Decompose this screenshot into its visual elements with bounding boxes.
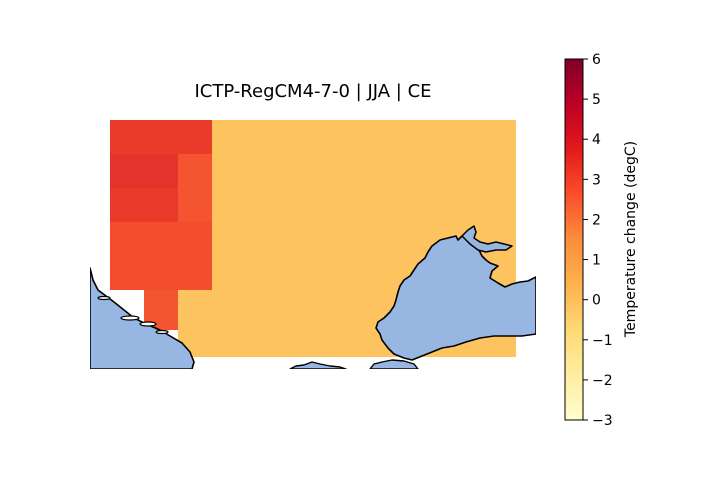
colorbar-tick-label: −2: [592, 373, 613, 389]
colorbar-tick-label: −1: [592, 333, 613, 349]
colorbar-tick-label: 3: [592, 172, 601, 188]
grid-cell-nw-a: [110, 120, 144, 154]
colorbar-tick-label: −3: [592, 413, 613, 429]
colorbar-ticks: −3 −2 −1 0 1 2 3 4 5 6: [583, 52, 613, 429]
colorbar-tick-label: 0: [592, 293, 601, 309]
grid-cell-w-1: [110, 222, 212, 290]
grid-cell-east: [482, 120, 516, 222]
sea-of-marmara: [369, 359, 419, 369]
colorbar-tick-label: 4: [592, 132, 601, 148]
grid-cell-nw-c: [110, 154, 178, 188]
colorbar: −3 −2 −1 0 1 2 3 4 5 6: [564, 52, 613, 429]
grid-cell-nw-b: [110, 188, 178, 222]
colorbar-tick-label: 6: [592, 52, 601, 68]
island: [139, 321, 157, 327]
colorbar-tick-label: 5: [592, 92, 601, 108]
colorbar-label-text: Temperature change (degC): [623, 140, 639, 338]
sea-of-azov: [461, 225, 513, 253]
map-title: ICTP-RegCM4-7-0 | JJA | CE: [194, 81, 432, 102]
colorbar-gradient: [564, 58, 584, 421]
adriatic-sea: [90, 267, 195, 369]
aegean-sea: [289, 361, 347, 369]
island: [97, 295, 111, 301]
colorbar-tick-label: 1: [592, 253, 601, 269]
black-sea: [375, 235, 536, 361]
grid-cell-w-3: [178, 154, 212, 188]
island: [155, 329, 169, 335]
island: [120, 315, 140, 321]
grid-cell-nw-a: [144, 120, 212, 154]
colorbar-tick-label: 2: [592, 212, 601, 228]
grid-cell-w-3: [178, 188, 212, 222]
